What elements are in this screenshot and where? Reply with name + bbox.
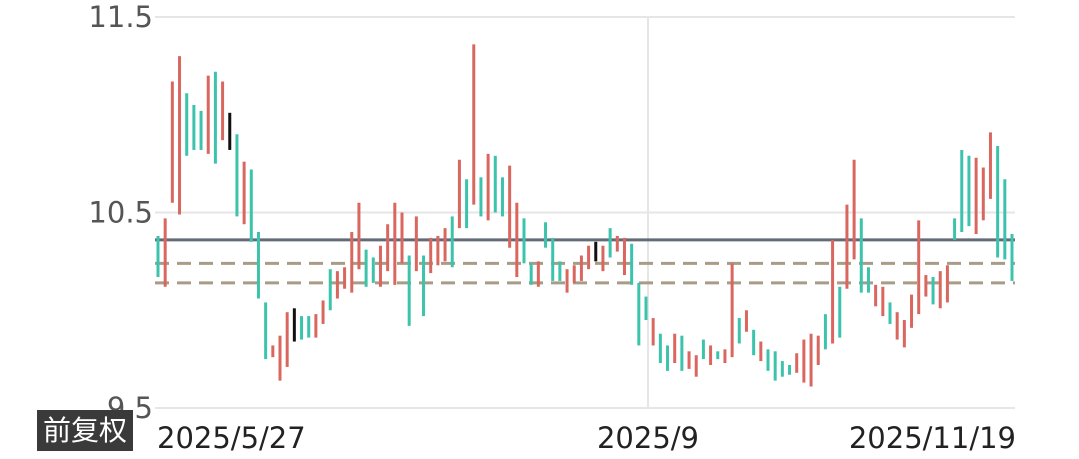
x-tick-label: 2025/5/27 [157, 421, 306, 455]
y-tick-label: 10.5 [88, 196, 153, 230]
grid [155, 16, 1015, 409]
ohlc-bars [156, 44, 1014, 387]
price-adjust-label[interactable]: 前复权 [37, 410, 134, 451]
x-axis: 2025/5/27 2025/9 2025/11/19 [157, 421, 1016, 455]
y-tick-label: 11.5 [88, 0, 153, 34]
reference-lines [155, 238, 1015, 285]
x-tick-label: 2025/11/19 [849, 421, 1016, 455]
y-axis: 11.510.59.5 [88, 0, 153, 425]
x-tick-label: 2025/9 [597, 421, 699, 455]
